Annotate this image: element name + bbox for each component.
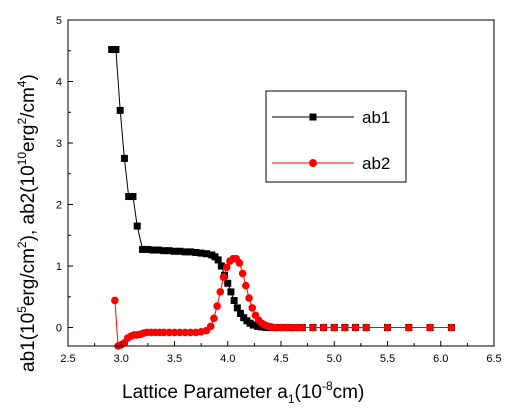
y-axis-ticks: 0 1 2 3 4 5 — [56, 15, 73, 335]
data-point-ab2 — [213, 302, 221, 310]
data-point-ab2 — [309, 323, 317, 332]
x-tick-label: 3.5 — [167, 353, 182, 365]
x-axis-ticks: 2.5 3.0 3.5 4.0 4.5 5.0 5.5 6.0 6.5 — [60, 341, 502, 365]
data-point-ab1 — [254, 322, 262, 330]
data-point-ab2 — [111, 296, 119, 305]
data-point-ab2 — [248, 304, 257, 312]
data-point-ab1 — [197, 249, 205, 257]
data-point-ab2 — [219, 273, 228, 281]
data-point-ab2 — [176, 328, 184, 337]
data-point-ab2 — [242, 281, 250, 290]
data-point-ab2 — [245, 294, 253, 302]
x-tick-label: 4.5 — [273, 353, 288, 365]
y-tick-label: 2 — [56, 200, 62, 212]
x-tick-label: 5.5 — [380, 353, 395, 365]
data-point-ab1 — [133, 222, 141, 230]
data-point-ab1 — [249, 321, 257, 329]
legend-marker-ab1 — [309, 113, 317, 121]
x-tick-label: 3.0 — [114, 353, 129, 365]
data-point-ab2 — [160, 328, 168, 337]
data-point-ab2 — [293, 323, 301, 332]
data-point-ab1 — [129, 193, 137, 201]
y-tick-label: 4 — [56, 77, 62, 89]
data-point-ab1 — [230, 296, 238, 304]
data-point-ab2 — [277, 323, 285, 332]
y-tick-label: 0 — [56, 323, 62, 335]
data-point-ab1 — [237, 309, 245, 317]
data-point-ab1 — [125, 193, 133, 201]
data-point-ab1 — [171, 247, 178, 255]
data-point-ab1 — [202, 250, 210, 258]
data-point-ab1 — [214, 256, 222, 264]
x-tick-label: 6.5 — [486, 353, 501, 365]
data-point-ab1 — [192, 249, 200, 257]
data-point-ab2 — [351, 323, 360, 332]
data-point-ab2 — [186, 328, 195, 337]
data-point-ab2 — [383, 323, 392, 332]
data-point-ab1 — [144, 245, 152, 253]
x-tick-label: 6.0 — [433, 353, 448, 365]
x-axis-title: Lattice Parameter a1(10-8cm) — [122, 379, 364, 406]
data-point-ab2 — [319, 323, 328, 332]
data-point-ab1 — [227, 288, 235, 296]
data-point-ab2 — [287, 323, 296, 332]
data-point-ab1 — [165, 247, 173, 255]
data-point-ab1 — [108, 46, 116, 54]
data-point-ab2 — [238, 269, 247, 278]
data-point-ab1 — [176, 247, 184, 255]
data-point-ab1 — [112, 46, 120, 54]
x-tick-label: 5.0 — [327, 353, 342, 365]
legend-label-ab2: ab2 — [362, 154, 390, 173]
data-point-ab1 — [233, 304, 241, 312]
data-point-ab2 — [447, 323, 456, 332]
y-tick-label: 1 — [56, 261, 62, 273]
data-point-ab2 — [426, 323, 434, 332]
data-point-ab2 — [405, 323, 413, 332]
data-point-ab1 — [120, 154, 128, 162]
plot-marks — [108, 46, 456, 350]
y-tick-label: 3 — [56, 138, 62, 150]
data-point-ab2 — [298, 323, 307, 332]
data-point-ab2 — [235, 259, 244, 267]
y-tick-label: 5 — [56, 15, 62, 27]
data-point-ab1 — [139, 245, 147, 253]
legend: ab1 ab2 — [265, 90, 407, 183]
data-point-ab2 — [170, 328, 179, 337]
data-point-ab2 — [210, 314, 218, 323]
x-tick-label: 4.0 — [220, 353, 235, 365]
y-axis-title: ab1(105erg/cm2), ab2(1010erg2/cm4) — [15, 74, 39, 372]
data-point-ab1 — [149, 246, 157, 254]
data-point-ab2 — [222, 263, 231, 272]
data-point-ab1 — [155, 246, 163, 254]
data-point-ab2 — [165, 328, 173, 337]
data-point-ab2 — [362, 323, 371, 332]
data-point-ab2 — [271, 323, 280, 332]
data-point-ab1 — [160, 247, 168, 255]
x-tick-label: 2.5 — [60, 353, 75, 365]
data-point-ab1 — [217, 262, 225, 270]
data-point-ab1 — [116, 106, 124, 114]
data-point-ab2 — [181, 328, 189, 337]
legend-box — [265, 90, 407, 183]
data-point-ab1 — [186, 248, 194, 256]
data-point-ab1 — [224, 279, 232, 287]
data-point-ab2 — [330, 323, 339, 332]
legend-label-ab1: ab1 — [362, 108, 390, 127]
data-point-ab2 — [206, 322, 215, 331]
plot-frame — [67, 19, 495, 347]
data-point-ab2 — [282, 323, 291, 332]
data-point-ab1 — [181, 248, 189, 256]
data-point-ab2 — [341, 323, 349, 332]
legend-marker-ab2 — [309, 159, 317, 167]
data-point-ab2 — [216, 288, 225, 296]
